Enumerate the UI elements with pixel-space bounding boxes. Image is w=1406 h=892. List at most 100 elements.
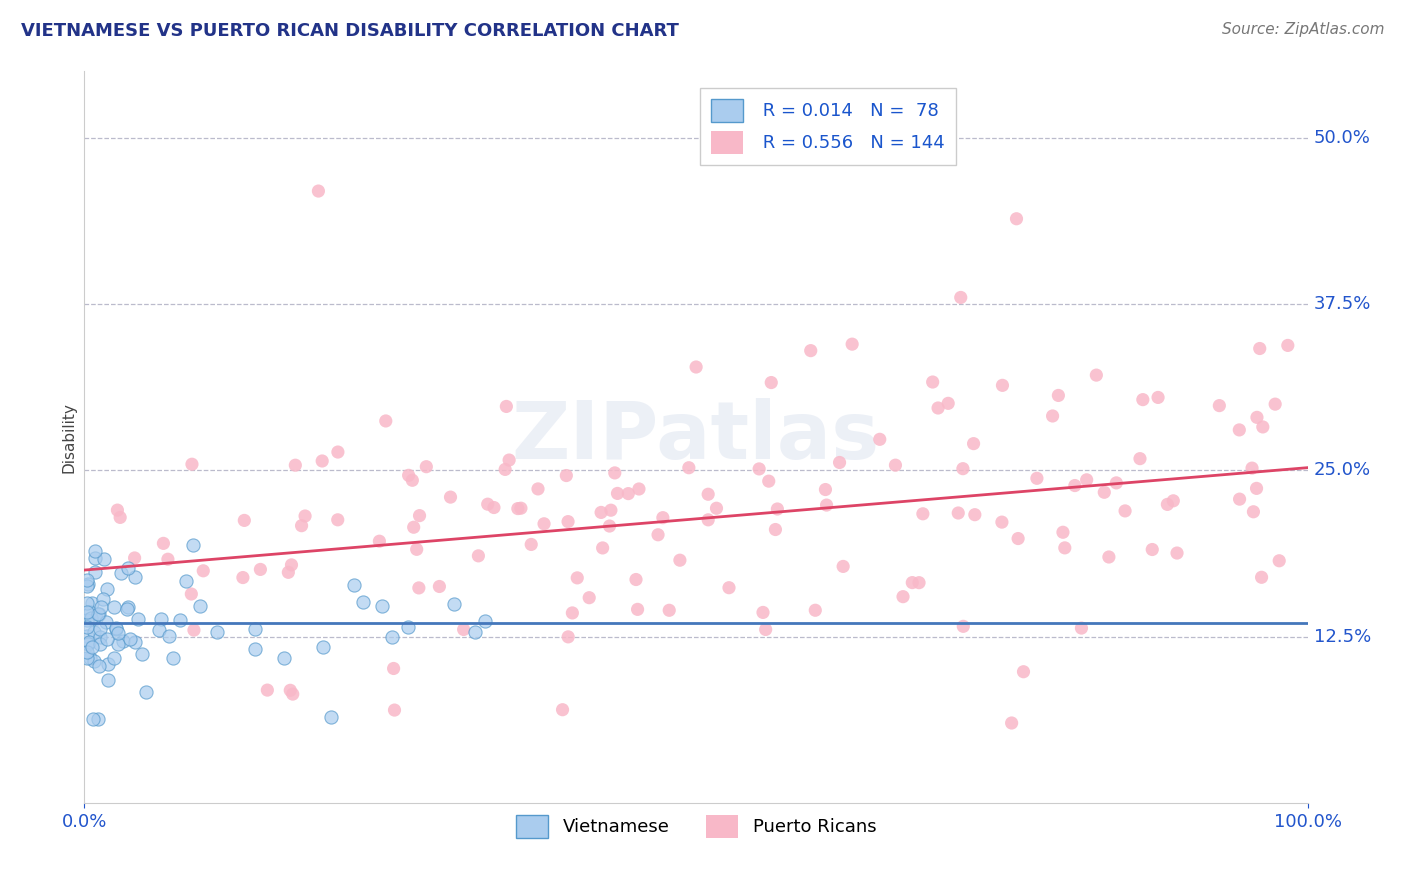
Point <box>911 507 934 521</box>
Point <box>557 515 579 529</box>
Point <box>800 343 823 358</box>
Point <box>108 510 131 524</box>
Point <box>326 513 349 527</box>
Point <box>76 629 98 643</box>
Point <box>494 462 516 476</box>
Point <box>1114 504 1136 518</box>
Point <box>510 501 533 516</box>
Point <box>326 445 349 459</box>
Point <box>124 570 146 584</box>
Point <box>901 575 924 590</box>
Point <box>761 376 783 390</box>
Point <box>80 596 103 610</box>
Point <box>76 645 98 659</box>
Point <box>281 687 304 701</box>
Point <box>567 571 589 585</box>
Point <box>343 578 366 592</box>
Point <box>1277 338 1299 352</box>
Point <box>278 683 301 698</box>
Point <box>79 650 101 665</box>
Point <box>991 515 1014 529</box>
Point <box>1007 532 1029 546</box>
Point <box>814 483 837 497</box>
Point <box>180 587 202 601</box>
Point <box>382 661 405 675</box>
Point <box>1268 554 1291 568</box>
Point <box>87 607 110 621</box>
Point <box>152 536 174 550</box>
Point <box>869 433 891 447</box>
Point <box>1246 410 1268 425</box>
Point <box>408 581 430 595</box>
Point <box>76 620 98 634</box>
Point <box>626 602 648 616</box>
Point <box>963 508 986 522</box>
Text: Source: ZipAtlas.com: Source: ZipAtlas.com <box>1222 22 1385 37</box>
Point <box>527 482 550 496</box>
Point <box>162 651 184 665</box>
Point <box>312 640 335 654</box>
Point <box>396 620 419 634</box>
Point <box>188 599 211 613</box>
Point <box>118 632 141 646</box>
Point <box>84 565 107 579</box>
Point <box>717 581 740 595</box>
Point <box>368 534 391 549</box>
Point <box>107 625 129 640</box>
Point <box>83 544 105 558</box>
Point <box>1052 525 1074 540</box>
Point <box>294 508 316 523</box>
Point <box>117 561 139 575</box>
Point <box>243 641 266 656</box>
Point <box>1251 420 1274 434</box>
Point <box>1076 473 1098 487</box>
Point <box>277 566 299 580</box>
Point <box>952 461 974 475</box>
Point <box>370 599 392 613</box>
Point <box>107 637 129 651</box>
Point <box>765 523 787 537</box>
Text: 25.0%: 25.0% <box>1313 461 1371 479</box>
Point <box>76 605 98 619</box>
Point <box>1005 211 1028 226</box>
Point <box>290 518 312 533</box>
Point <box>884 458 907 472</box>
Point <box>1166 546 1188 560</box>
Point <box>697 513 720 527</box>
Point <box>927 401 949 415</box>
Point <box>603 466 626 480</box>
Point <box>104 623 127 637</box>
Point <box>1250 570 1272 584</box>
Point <box>1142 542 1164 557</box>
Point <box>557 630 579 644</box>
Point <box>755 623 778 637</box>
Point <box>495 400 517 414</box>
Point <box>83 624 105 639</box>
Text: ZIPatlas: ZIPatlas <box>512 398 880 476</box>
Point <box>706 501 728 516</box>
Point <box>256 683 278 698</box>
Point <box>520 537 543 551</box>
Point <box>678 460 700 475</box>
Point <box>181 538 204 552</box>
Point <box>284 458 307 473</box>
Point <box>401 473 423 487</box>
Point <box>97 673 120 687</box>
Point <box>131 647 153 661</box>
Point <box>80 610 103 624</box>
Point <box>766 502 789 516</box>
Point <box>83 654 105 668</box>
Point <box>311 454 333 468</box>
Point <box>249 562 271 576</box>
Point <box>1092 485 1115 500</box>
Point <box>1132 392 1154 407</box>
Text: VIETNAMESE VS PUERTO RICAN DISABILITY CORRELATION CHART: VIETNAMESE VS PUERTO RICAN DISABILITY CO… <box>21 22 679 40</box>
Point <box>89 630 111 644</box>
Point <box>381 630 404 644</box>
Point <box>1241 505 1264 519</box>
Point <box>273 650 295 665</box>
Point <box>669 553 692 567</box>
Point <box>1208 399 1230 413</box>
Point <box>578 591 600 605</box>
Point <box>280 558 302 572</box>
